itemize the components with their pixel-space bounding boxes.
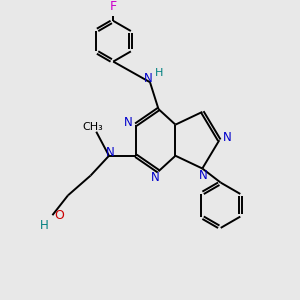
Text: O: O bbox=[55, 209, 64, 222]
Text: N: N bbox=[151, 171, 160, 184]
Text: CH₃: CH₃ bbox=[82, 122, 103, 132]
Text: N: N bbox=[223, 131, 232, 144]
Text: N: N bbox=[144, 72, 153, 85]
Text: H: H bbox=[40, 219, 49, 232]
Text: N: N bbox=[106, 146, 115, 159]
Text: N: N bbox=[200, 169, 208, 182]
Text: H: H bbox=[155, 68, 163, 78]
Text: N: N bbox=[124, 116, 132, 129]
Text: F: F bbox=[110, 0, 117, 13]
